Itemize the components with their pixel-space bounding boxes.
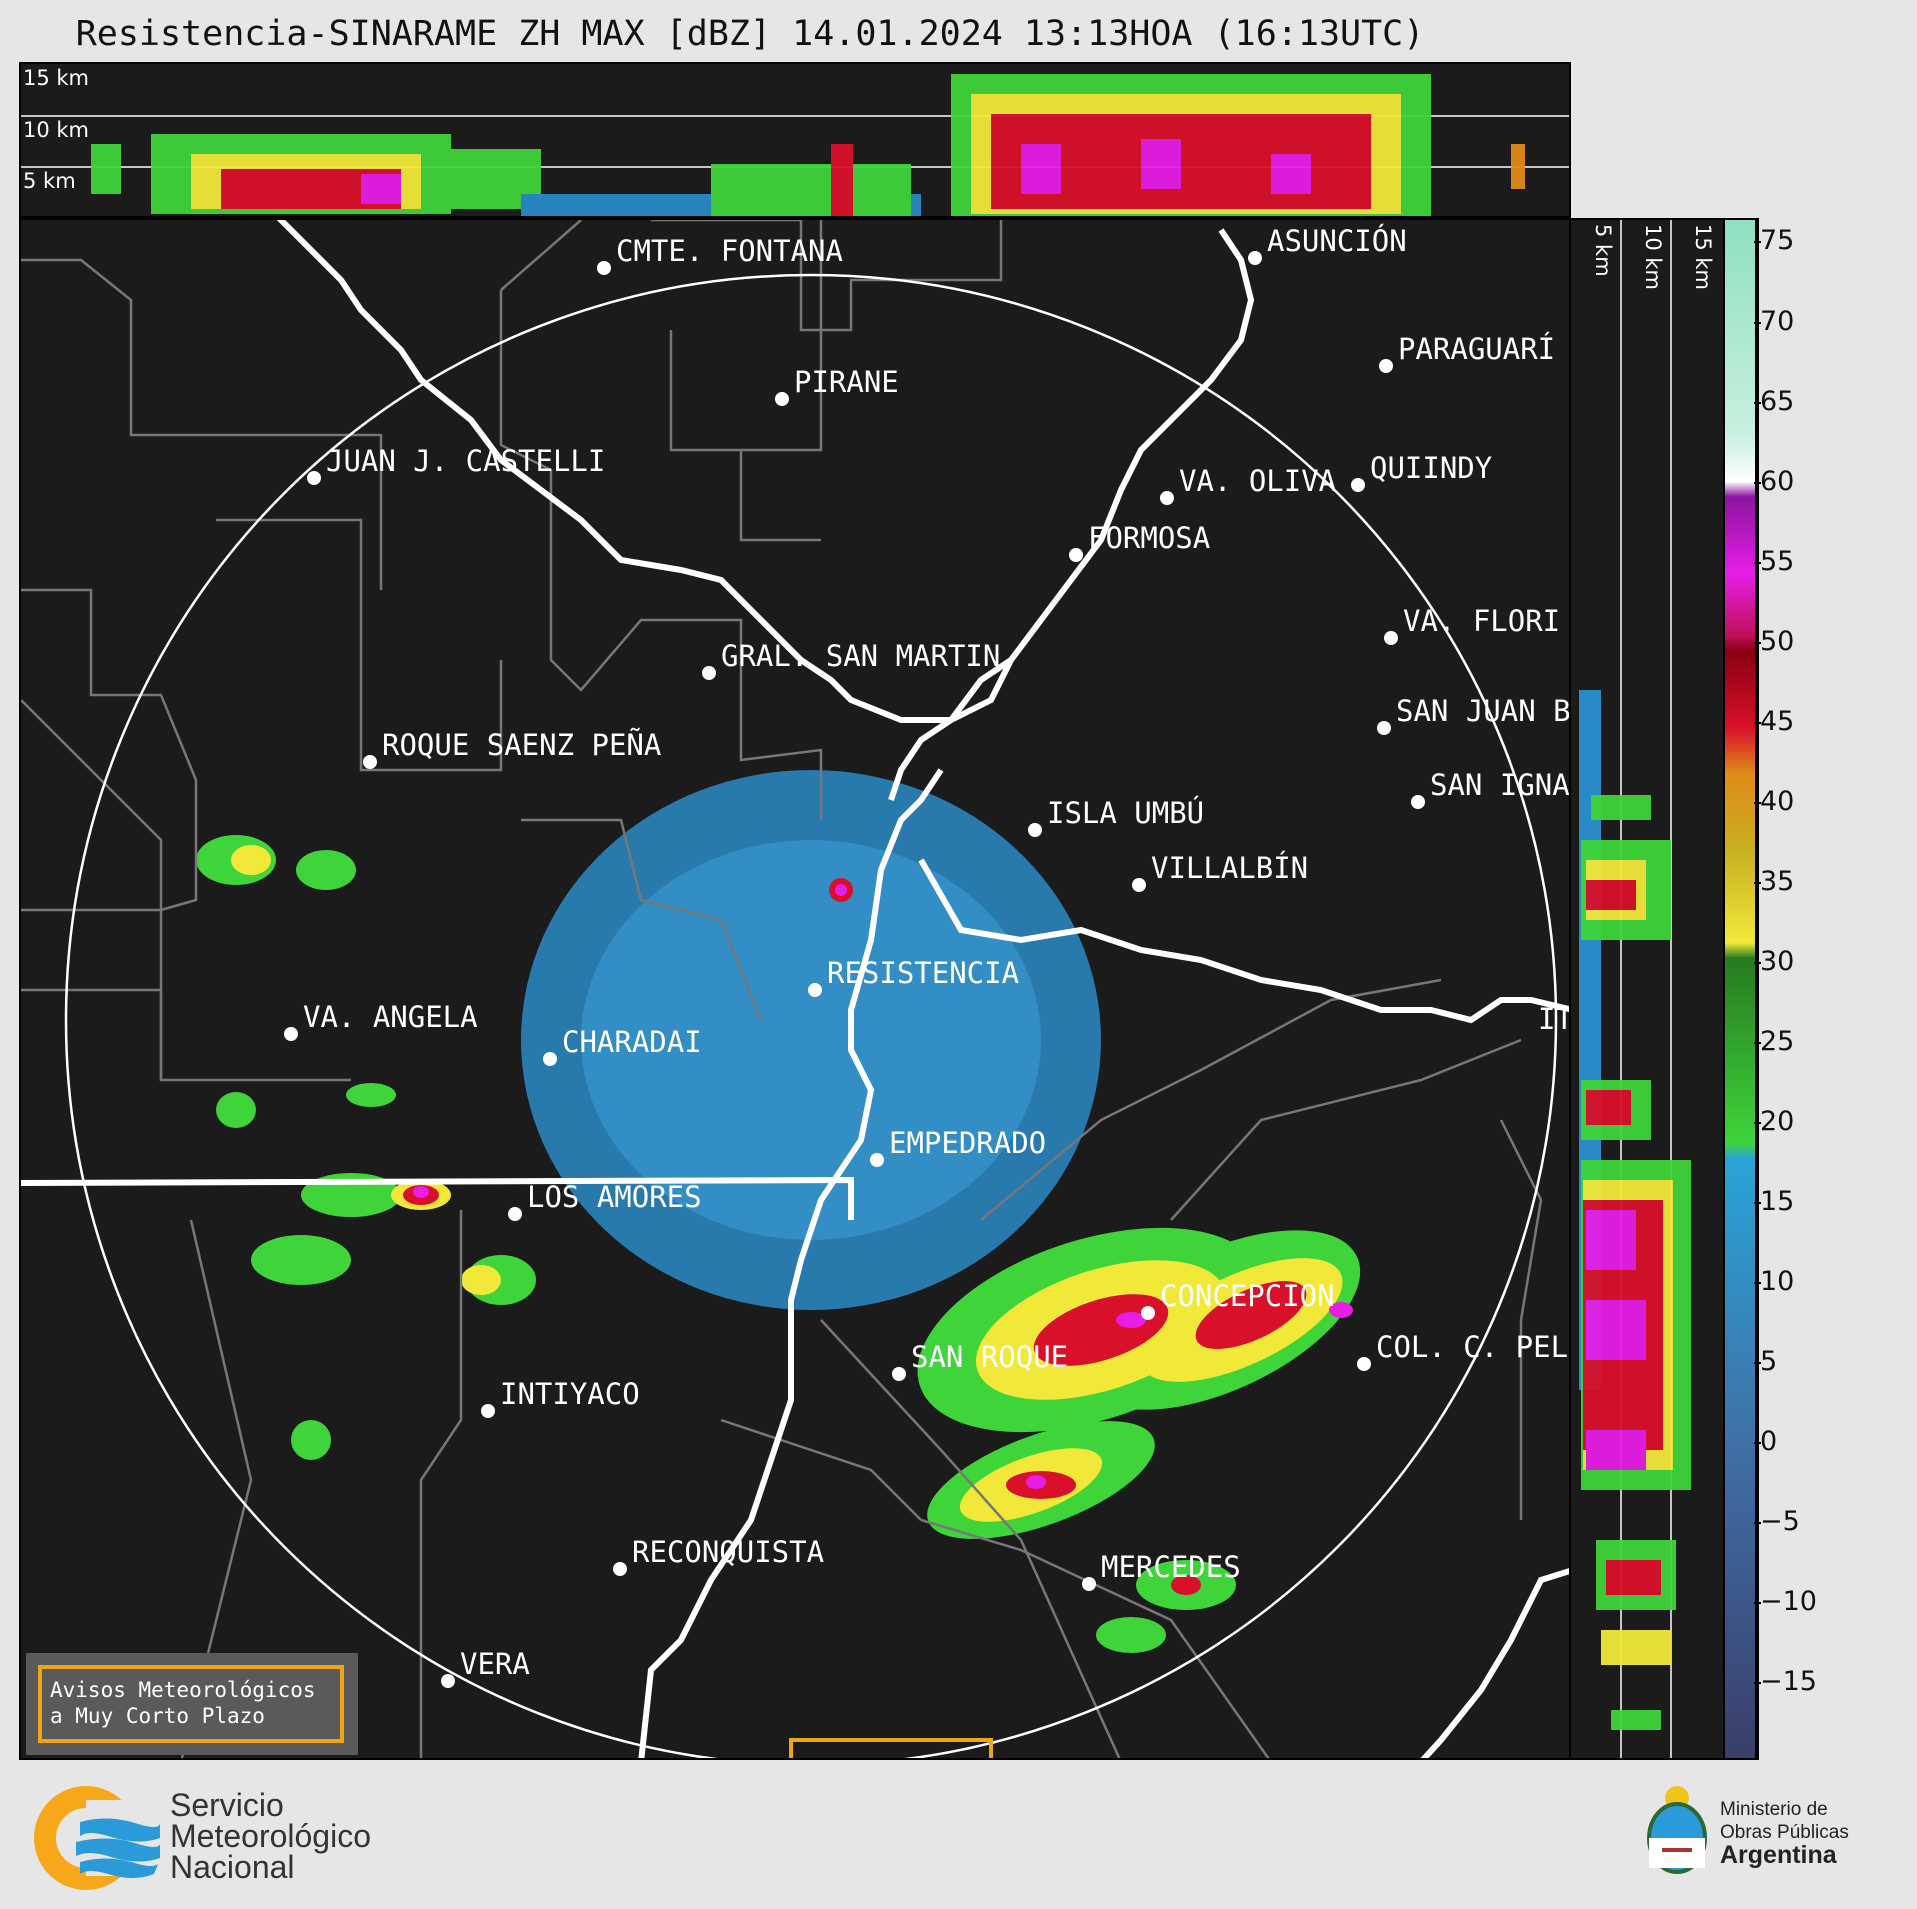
ministry-name: Ministerio de Obras Públicas Argentina — [1720, 1798, 1849, 1869]
colorbar-tick: 65 — [1753, 386, 1795, 417]
ministry-line-1: Ministerio de — [1720, 1799, 1828, 1820]
radar-echoes — [196, 770, 1361, 1653]
height-label-15km: 15 km — [23, 66, 90, 90]
coat-of-arms-icon — [1647, 1786, 1707, 1874]
colorbar-tick: 15 — [1753, 1186, 1795, 1217]
colorbar-tick: 5 — [1753, 1346, 1778, 1377]
notice-line-2: a Muy Corto Plazo — [50, 1704, 265, 1728]
colorbar-tick: 50 — [1753, 626, 1795, 657]
warnings-notice[interactable]: Avisos Meteorológicos a Muy Corto Plazo — [26, 1653, 358, 1755]
smn-line-1: Servicio — [170, 1787, 284, 1823]
range-ring — [64, 273, 1558, 1758]
colorbar-tick: −5 — [1754, 1506, 1800, 1537]
rivers-and-borders — [21, 220, 1569, 1758]
map-title: Resistencia-SINARAME ZH MAX [dBZ] 14.01.… — [75, 14, 1425, 54]
side-profile-echoes — [1579, 220, 1691, 1758]
smn-name: Servicio Meteorológico Nacional — [170, 1787, 371, 1885]
side-label-5km: 5 km — [1591, 224, 1615, 277]
colorbar-tick: 10 — [1753, 1266, 1795, 1297]
radar-map-graphics — [21, 220, 1569, 1758]
colorbar-tick: 60 — [1753, 466, 1795, 497]
colorbar-tick: 20 — [1753, 1106, 1795, 1137]
colorbar-tick: 75 — [1753, 225, 1795, 256]
colorbar-tick: 55 — [1753, 546, 1795, 577]
notice-line-1: Avisos Meteorológicos — [50, 1678, 316, 1702]
colorbar-tick: 25 — [1753, 1026, 1795, 1057]
warning-area-outline — [789, 1738, 993, 1758]
side-label-10km: 10 km — [1641, 224, 1665, 291]
colorbar-tick: −10 — [1754, 1586, 1817, 1617]
radar-map-panel[interactable]: CMTE. FONTANA ASUNCIÓN PARAGUARÍ PIRANE … — [19, 218, 1571, 1760]
height-label-5km: 5 km — [23, 169, 76, 193]
colorbar-tick: 70 — [1753, 306, 1795, 337]
top-profile-panel: 15 km 10 km 5 km — [19, 62, 1571, 218]
top-profile-echoes — [21, 74, 1569, 216]
side-label-15km: 15 km — [1691, 224, 1715, 291]
colorbar — [1723, 218, 1757, 1760]
colorbar-tick: 45 — [1753, 706, 1795, 737]
smn-line-3: Nacional — [170, 1849, 295, 1885]
colorbar-tick: 0 — [1753, 1426, 1778, 1457]
colorbar-tick: 40 — [1753, 786, 1795, 817]
height-label-10km: 10 km — [23, 118, 90, 142]
colorbar-tick: 30 — [1753, 946, 1795, 977]
smn-line-2: Meteorológico — [170, 1818, 371, 1854]
colorbar-tick: −15 — [1754, 1666, 1817, 1697]
colorbar-tick: 35 — [1753, 866, 1795, 897]
ministry-line-2: Obras Públicas — [1720, 1822, 1849, 1843]
admin-borders — [21, 220, 1543, 1758]
smn-logo-icon — [34, 1786, 166, 1890]
ministry-line-3: Argentina — [1720, 1841, 1837, 1869]
